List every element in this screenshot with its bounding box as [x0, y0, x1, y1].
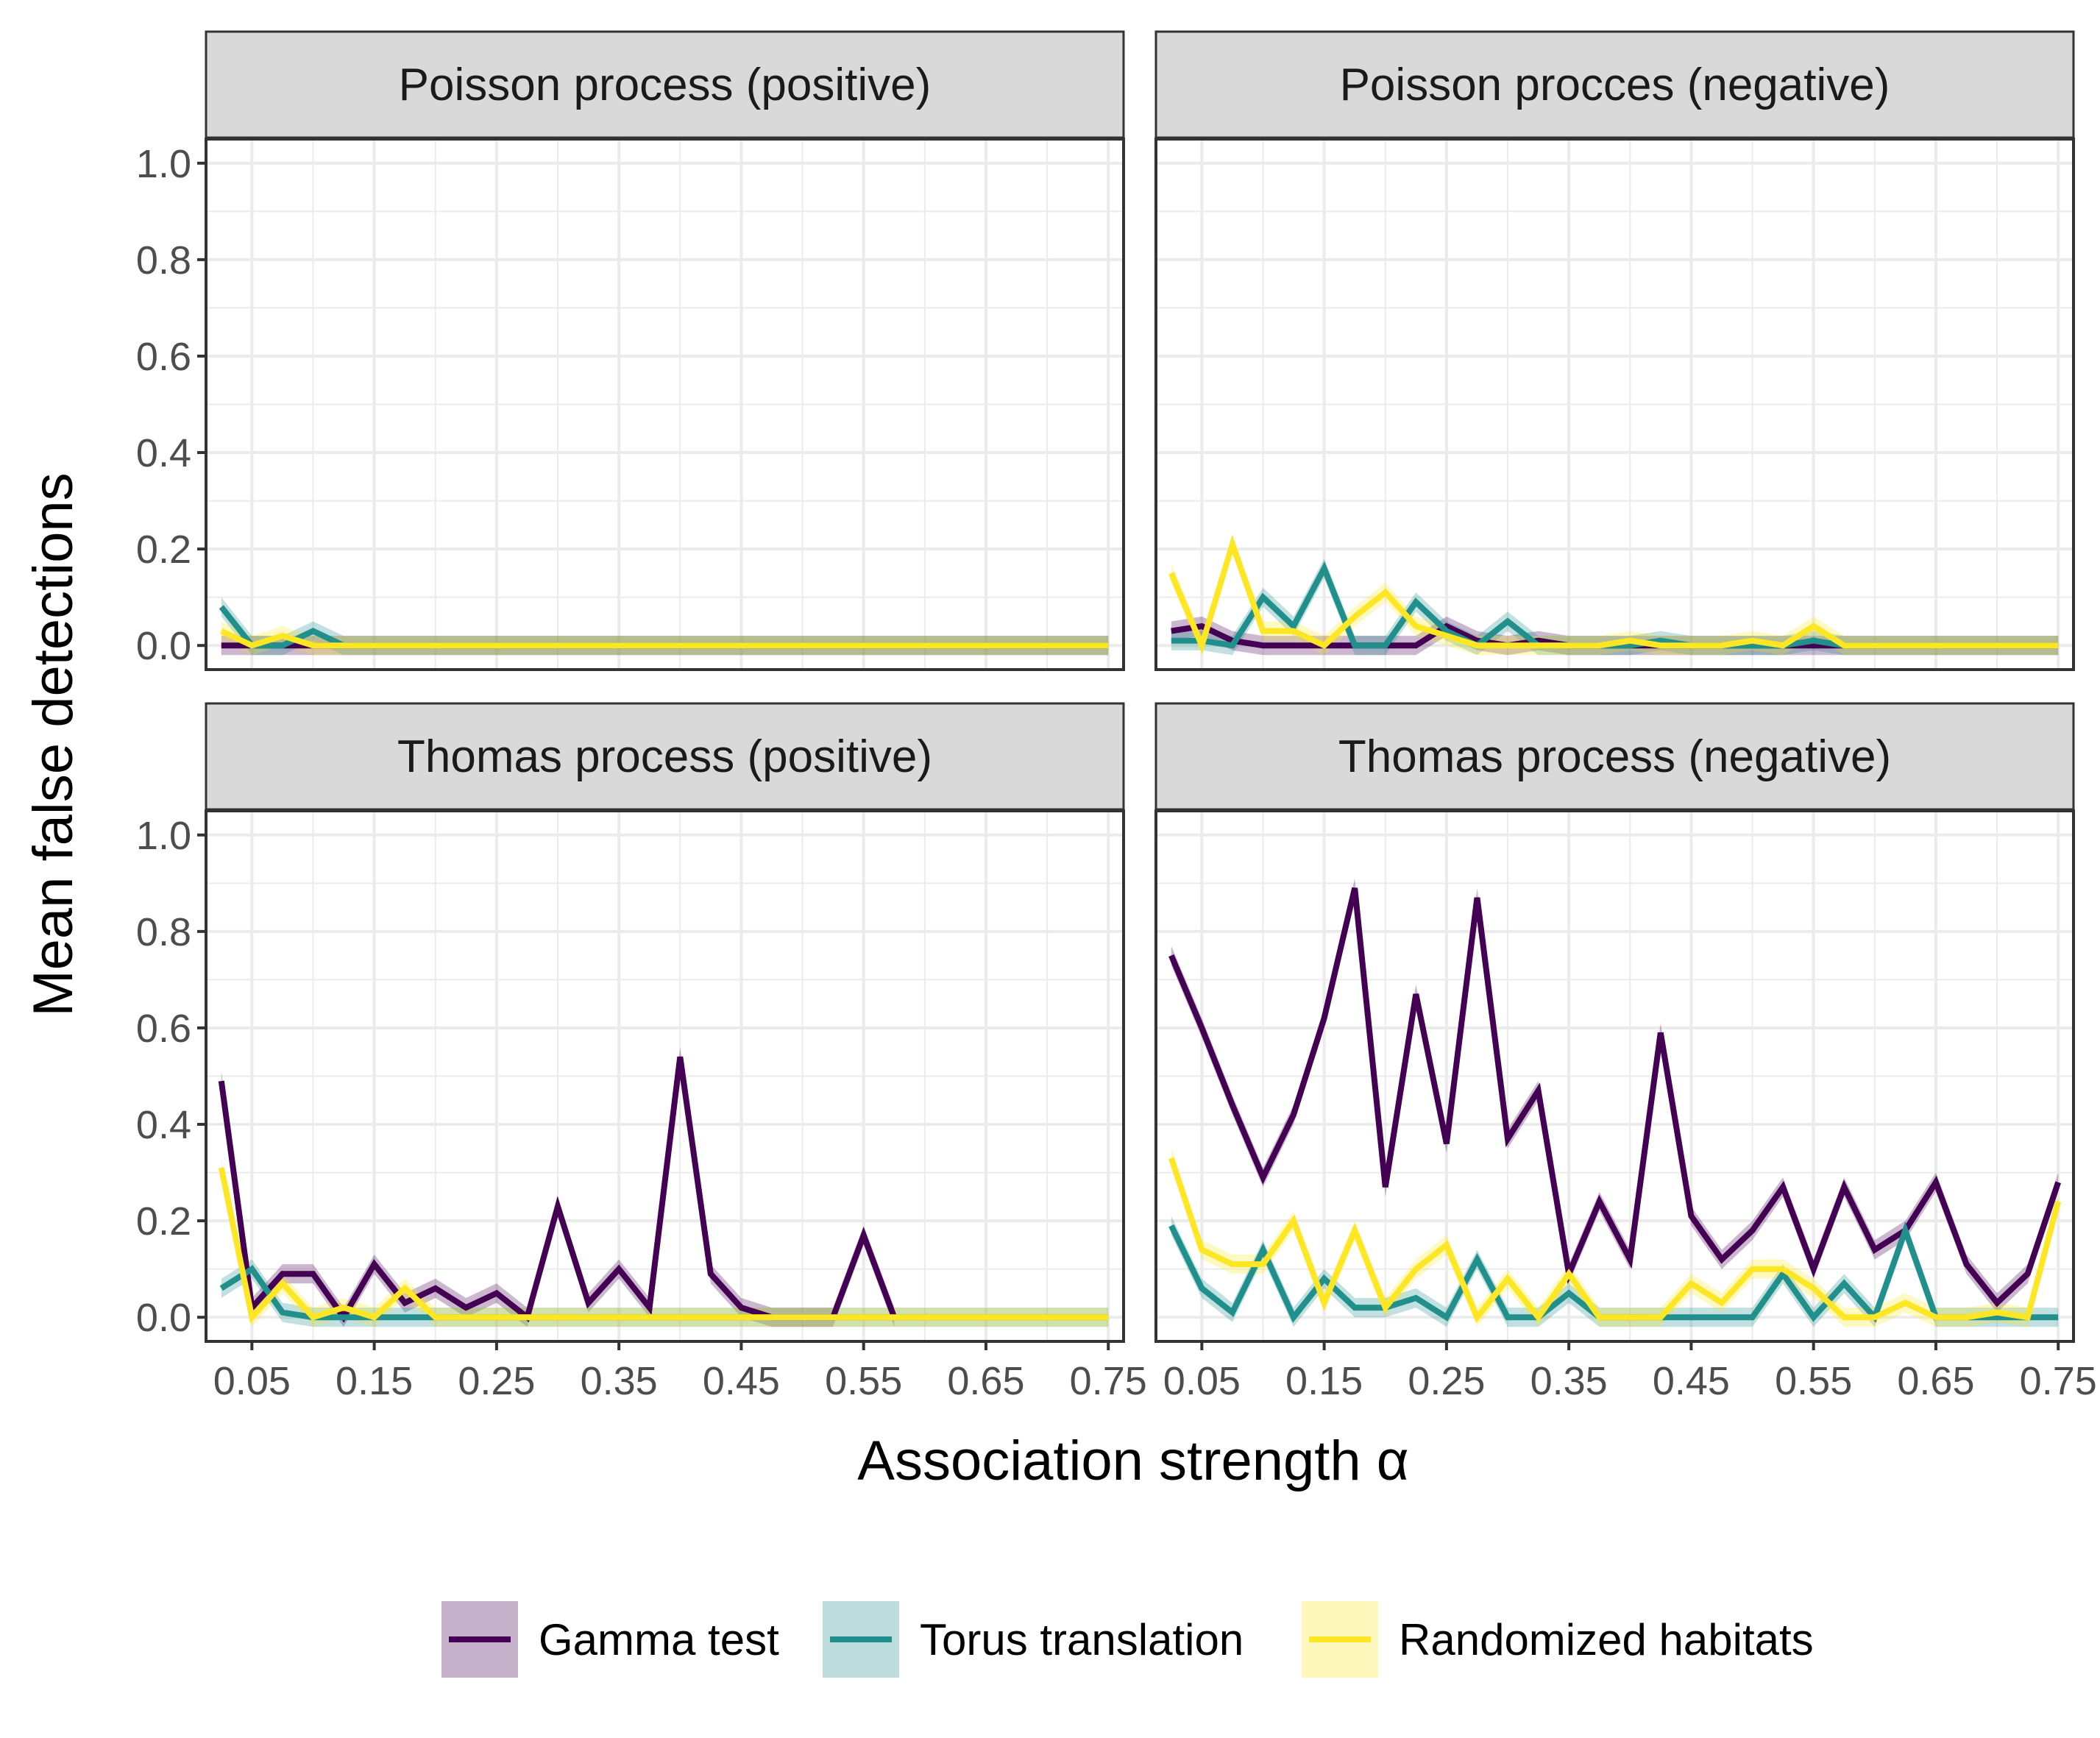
legend-label: Randomized habitats: [1399, 1615, 1814, 1664]
panel-border: [205, 138, 1125, 671]
legend-item: Randomized habitats: [1302, 1601, 1814, 1678]
confidence-ribbon: [221, 597, 1109, 656]
facet-title: Poisson procces (negative): [1340, 60, 1890, 110]
y-tick-label: 0.4: [136, 1103, 191, 1147]
series-line: [1168, 1157, 2062, 1323]
x-tick-label: 0.65: [1897, 1359, 1974, 1403]
x-tick-label: 0.25: [458, 1359, 535, 1403]
x-tick-label: 0.25: [1408, 1359, 1485, 1403]
y-tick-label: 0.8: [136, 910, 191, 954]
y-tick-label: 0.0: [136, 624, 191, 668]
x-tick-label: 0.45: [703, 1359, 780, 1403]
y-tick-label: 0.2: [136, 528, 191, 572]
series-line: [1168, 534, 2059, 654]
y-tick-label: 0.6: [136, 1007, 191, 1051]
x-tick-label: 0.05: [213, 1359, 291, 1403]
legend-label: Gamma test: [539, 1615, 779, 1664]
x-tick-label: 0.75: [2020, 1359, 2097, 1403]
x-tick-label: 0.35: [1530, 1359, 1608, 1403]
y-tick-label: 0.4: [136, 431, 191, 475]
x-tick-label: 0.65: [947, 1359, 1024, 1403]
series-line: [220, 628, 1109, 649]
facet-strip: [1154, 30, 2075, 139]
y-tick-label: 1.0: [136, 142, 191, 186]
facet-title: Poisson process (positive): [399, 60, 932, 110]
legend-item: Gamma test: [441, 1601, 779, 1678]
x-axis-title: Association strength α: [857, 1430, 1408, 1492]
confidence-ribbon: [221, 1259, 1109, 1327]
facet-panel: Poisson process (positive) 0.0 0.2 0.4 0.6 0.…: [136, 30, 1125, 671]
facet-panel: Thomas process (negative) 0.05 0.15 0.25 0.3…: [1154, 702, 2097, 1403]
facet-title: Thomas process (negative): [1338, 731, 1891, 782]
x-tick-label: 0.15: [336, 1359, 413, 1403]
x-tick-label: 0.35: [581, 1359, 658, 1403]
panel-border: [1154, 138, 2075, 671]
x-tick-label: 0.55: [825, 1359, 902, 1403]
legend-label: Torus translation: [920, 1615, 1244, 1664]
panel-border: [1154, 809, 2075, 1343]
facet-title: Thomas process (positive): [397, 731, 932, 782]
y-tick-label: 0.6: [136, 335, 191, 379]
panel-border: [205, 809, 1125, 1343]
y-tick-label: 0.0: [136, 1296, 191, 1340]
series-line: [218, 1167, 1109, 1324]
y-axis-title: Mean false detections: [22, 472, 85, 1016]
y-tick-label: 0.8: [136, 238, 191, 283]
x-tick-label: 0.45: [1653, 1359, 1730, 1403]
legend-item: Torus translation: [823, 1601, 1244, 1678]
facet-strip: [205, 30, 1125, 139]
x-tick-label: 0.15: [1285, 1359, 1363, 1403]
facet-panel: Poisson procces (negative): [1154, 30, 2075, 671]
series-line: [1168, 887, 2061, 1308]
facet-panel: Thomas process (positive) 0.0 0.2 0.4 0.6 0.8…: [136, 702, 1147, 1403]
x-tick-label: 0.75: [1070, 1359, 1147, 1403]
legend: Gamma test Torus translation Randomized ha…: [441, 1601, 1814, 1678]
y-tick-label: 1.0: [136, 814, 191, 858]
x-tick-label: 0.05: [1163, 1359, 1241, 1403]
x-tick-label: 0.55: [1775, 1359, 1852, 1403]
y-tick-label: 0.2: [136, 1199, 191, 1244]
facet-strip: [205, 702, 1125, 811]
